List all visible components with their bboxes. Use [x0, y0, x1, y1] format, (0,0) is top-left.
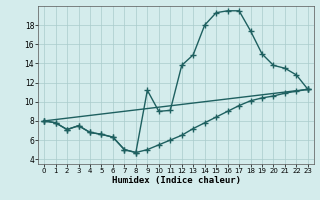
X-axis label: Humidex (Indice chaleur): Humidex (Indice chaleur) — [111, 176, 241, 185]
